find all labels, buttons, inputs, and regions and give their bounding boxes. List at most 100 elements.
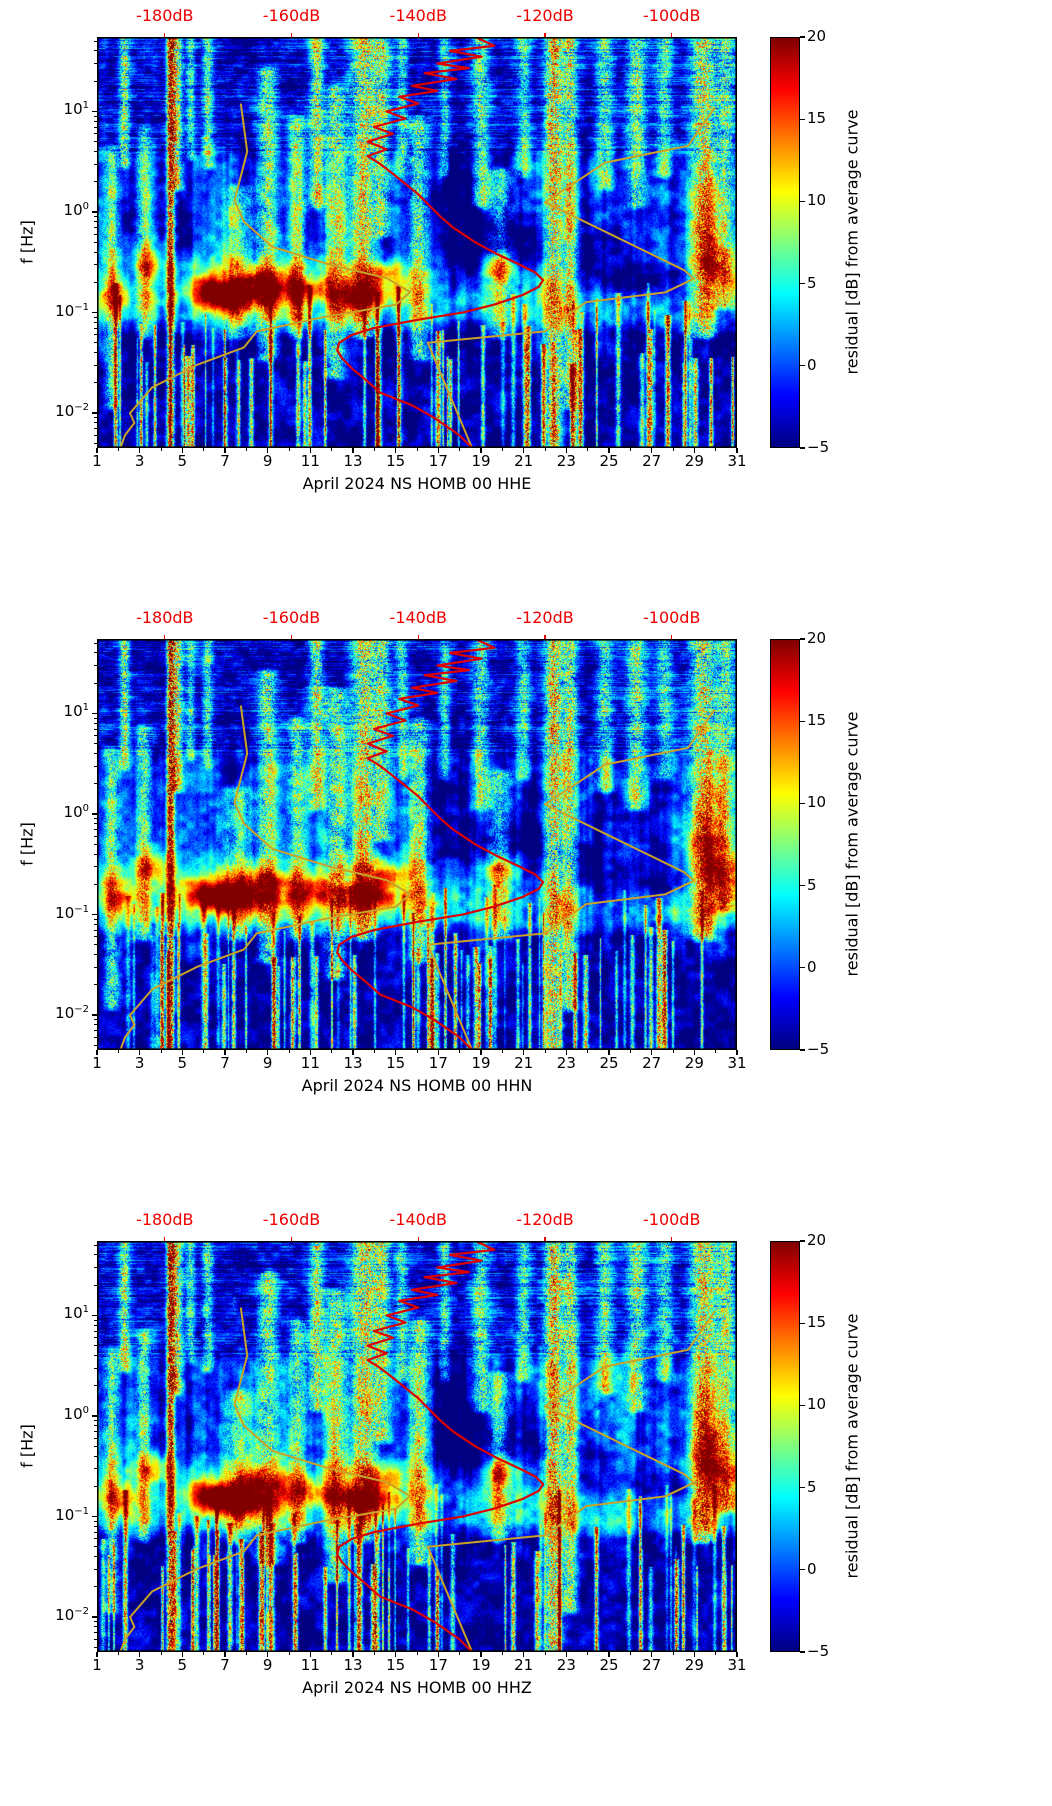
x-axis-tick-label: 11 (300, 1054, 320, 1072)
x-axis-minor-tick (501, 1652, 503, 1655)
plot-spine (97, 639, 737, 1050)
y-axis-minor-tick (94, 1646, 97, 1648)
x-axis-tick-label: 25 (599, 1656, 619, 1674)
y-axis-tick (92, 1014, 97, 1016)
x-axis-minor-tick (459, 1652, 461, 1655)
x-axis-tick-label: 29 (684, 1656, 704, 1674)
colorbar-tick (800, 884, 805, 887)
x-axis-tick (437, 1652, 440, 1657)
top-axis-tick-label: -140dB (389, 1210, 447, 1229)
y-axis-minor-tick (94, 728, 97, 730)
colorbar-tick (800, 1240, 805, 1242)
x-axis-tick-label: 21 (514, 452, 534, 470)
y-axis-tick (92, 813, 97, 815)
y-axis-minor-tick (94, 1337, 97, 1339)
y-axis-tick (92, 712, 97, 715)
colorbar-tick (800, 36, 805, 38)
y-axis-minor-tick (94, 1538, 97, 1540)
colorbar-tick-label: 20 (807, 27, 827, 45)
x-axis-tick-label: 9 (262, 1656, 273, 1674)
y-axis-minor-tick (94, 936, 97, 938)
station-average-psd-curve (336, 1241, 545, 1652)
top-axis-tick-label: -160dB (262, 6, 321, 25)
colorbar-tick (800, 1049, 805, 1051)
y-axis-tick (92, 311, 97, 314)
colorbar (770, 1241, 800, 1652)
y-axis-label: f [Hz] (17, 220, 37, 264)
x-axis-tick-label: 29 (684, 452, 704, 470)
y-axis-minor-tick (94, 722, 97, 724)
colorbar-tick-label: 0 (807, 957, 817, 976)
x-axis-minor-tick (715, 1652, 717, 1655)
x-axis-tick-label: 3 (134, 1656, 145, 1674)
y-axis-minor-tick (94, 1455, 97, 1457)
low-noise-model-curve (119, 103, 411, 448)
x-axis-minor-tick (501, 1050, 503, 1053)
x-axis-tick-label: 1 (92, 1054, 102, 1072)
colorbar-label: residual [dB] from average curve (842, 1313, 862, 1579)
y-axis-minor-tick (94, 442, 97, 444)
y-axis-minor-tick (94, 1445, 97, 1447)
y-axis-minor-tick (94, 120, 97, 122)
y-axis-minor-tick (94, 364, 97, 366)
y-axis-minor-tick (94, 853, 97, 855)
spectrogram-panel-hhn: f [Hz] April 2024 NS HOMB 00 HHN residua… (0, 602, 1052, 1204)
y-axis-minor-tick (94, 321, 97, 323)
x-axis-tick (608, 1050, 610, 1055)
y-axis-minor-tick (94, 62, 97, 64)
x-axis-tick-label: 21 (514, 1054, 534, 1072)
x-axis-minor-tick (629, 448, 631, 451)
x-axis-tick-label: 23 (556, 452, 576, 470)
x-axis-tick-label: 31 (727, 452, 747, 470)
colorbar-tick-label: 15 (807, 711, 827, 730)
y-axis-minor-tick (94, 1319, 97, 1321)
x-axis-tick-label: 15 (386, 1054, 406, 1072)
y-axis-minor-tick (94, 652, 97, 654)
x-axis-tick-label: 13 (343, 1656, 363, 1674)
x-axis-minor-tick (203, 448, 205, 451)
x-axis-tick-label: 1 (92, 1656, 102, 1674)
top-axis-tick-label: -160dB (262, 1210, 321, 1229)
y-axis-tick-label: 10−2 (55, 1004, 89, 1023)
y-axis-minor-tick (94, 382, 97, 384)
y-axis-minor-tick (94, 883, 97, 885)
colorbar-gradient (771, 1242, 799, 1651)
top-axis-tick-label: -180dB (136, 608, 194, 627)
x-axis-tick (181, 1050, 184, 1055)
y-axis-minor-tick (94, 1330, 97, 1332)
y-axis-minor-tick (94, 1632, 97, 1634)
x-axis-tick (224, 1050, 226, 1055)
y-axis-minor-tick (94, 1525, 97, 1527)
x-axis-title: April 2024 NS HOMB 00 HHZ (302, 1678, 532, 1697)
y-axis-minor-tick (94, 1044, 97, 1046)
colorbar-tick (800, 365, 805, 367)
high-noise-model-curve (426, 106, 716, 448)
colorbar-tick-label: 5 (807, 273, 817, 292)
y-axis-tick-label: 100 (63, 201, 89, 219)
y-axis-minor-tick (94, 1520, 97, 1522)
plot-spine (97, 1241, 737, 1652)
x-axis-tick (565, 1652, 568, 1657)
x-axis-minor-tick (288, 1652, 290, 1655)
colorbar-tick (800, 720, 805, 722)
y-axis-minor-tick (94, 1468, 97, 1470)
low-noise-model-curve (119, 1307, 411, 1652)
y-axis-minor-tick (94, 422, 97, 424)
x-axis-tick (266, 448, 269, 453)
y-axis-tick (92, 412, 97, 414)
x-axis-minor-tick (672, 448, 674, 451)
y-axis-minor-tick (94, 327, 97, 329)
x-axis-minor-tick (117, 1652, 119, 1655)
colorbar-tick (800, 200, 805, 203)
spectrogram-heatmap (97, 639, 737, 1050)
x-axis-tick-label: 21 (514, 1656, 534, 1674)
x-axis-tick-label: 19 (471, 1054, 491, 1072)
x-axis-tick (352, 448, 354, 453)
spectrogram-plot (97, 639, 737, 1050)
colorbar (770, 639, 800, 1050)
top-axis-tick (544, 634, 546, 639)
y-axis-minor-tick (94, 954, 97, 956)
x-axis-minor-tick (459, 448, 461, 451)
station-average-psd-curve (336, 37, 545, 448)
x-axis-tick (522, 448, 525, 453)
